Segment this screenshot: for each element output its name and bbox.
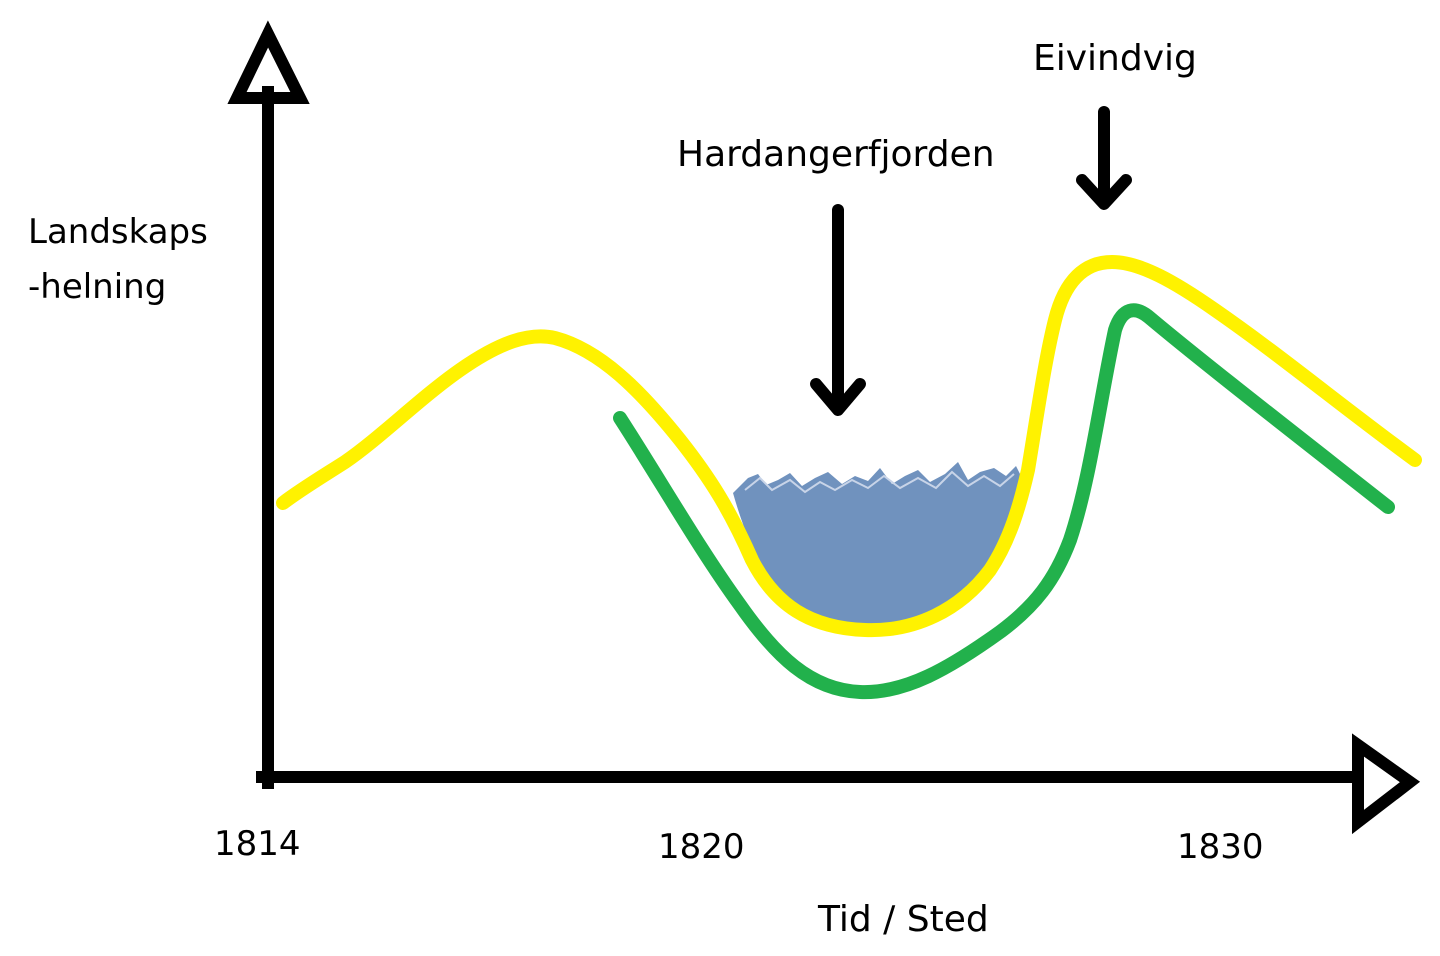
x-axis-arrowhead	[1352, 733, 1421, 835]
green-line	[613, 303, 1395, 700]
fjord-annotation: Hardangerfjorden	[677, 134, 995, 175]
y-axis-arrowhead	[227, 20, 310, 104]
yellow-line	[276, 255, 1422, 638]
fjord-water	[733, 462, 1022, 632]
fjord-arrow-head	[810, 378, 866, 416]
water-surface-highlight	[744, 470, 1015, 494]
y-axis-label-line2: -helning	[28, 267, 166, 307]
peak-annotation: Eivindvig	[1033, 38, 1197, 79]
x-tick-label: 1820	[658, 827, 745, 867]
y-axis-label-line1: Landskaps	[28, 212, 208, 252]
x-tick-label: 1830	[1177, 827, 1264, 867]
peak-arrow-head	[1076, 174, 1132, 210]
x-axis-label: Tid / Sted	[817, 899, 989, 940]
x-tick-label: 1814	[214, 824, 301, 864]
